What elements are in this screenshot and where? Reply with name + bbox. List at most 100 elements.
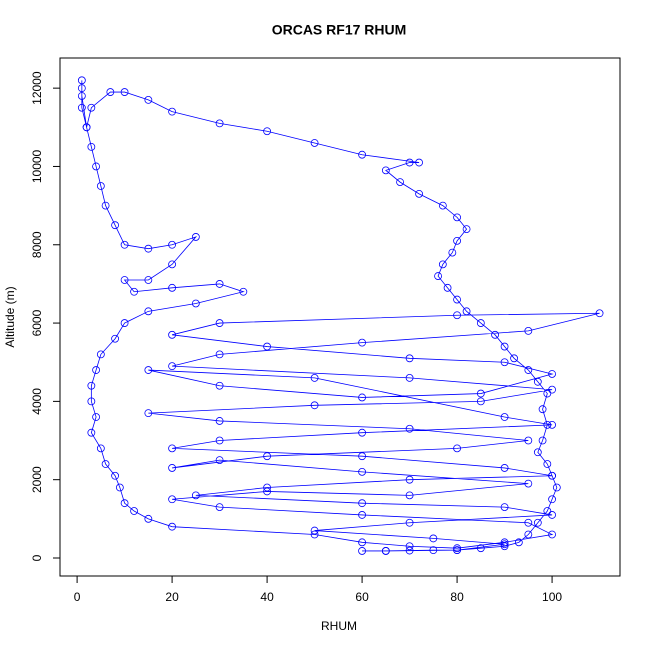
point	[548, 530, 556, 539]
point	[491, 330, 499, 339]
point	[168, 464, 176, 472]
point	[358, 511, 366, 519]
x-tick-label: 100	[542, 590, 562, 604]
plot-frame	[59, 57, 621, 577]
point	[263, 127, 271, 136]
point	[310, 401, 319, 410]
point	[111, 221, 119, 230]
point	[405, 424, 414, 433]
point	[87, 397, 96, 406]
point	[310, 530, 319, 539]
point	[434, 272, 442, 280]
point	[548, 471, 556, 480]
point	[215, 456, 224, 465]
point	[453, 213, 461, 222]
y-tick-label: 10000	[30, 149, 44, 183]
point	[168, 107, 176, 116]
point	[510, 354, 518, 363]
point	[533, 518, 542, 527]
point	[524, 479, 533, 488]
point	[77, 103, 86, 112]
point	[405, 546, 414, 555]
x-tick-label: 60	[355, 590, 369, 604]
point	[524, 518, 533, 527]
point	[130, 287, 138, 296]
point	[358, 547, 366, 555]
point	[476, 389, 485, 398]
chart-title: ORCAS RF17 RHUM	[272, 22, 407, 38]
point	[524, 436, 533, 445]
point	[120, 240, 129, 249]
point	[168, 495, 176, 504]
point	[548, 511, 556, 519]
point	[92, 162, 100, 171]
y-axis-label: Altitude (m)	[3, 286, 17, 347]
point	[168, 522, 176, 531]
point	[120, 319, 129, 327]
point	[310, 139, 319, 147]
point	[168, 362, 176, 371]
point	[130, 507, 138, 515]
point	[405, 542, 414, 551]
point	[429, 534, 438, 543]
x-tick-label: 0	[74, 590, 81, 604]
point	[453, 295, 461, 304]
point	[476, 397, 485, 406]
point	[106, 88, 115, 96]
point	[548, 370, 556, 378]
point	[358, 338, 366, 347]
point	[405, 354, 414, 363]
point	[443, 283, 452, 292]
point	[101, 460, 110, 468]
point	[120, 88, 129, 96]
point	[548, 495, 556, 504]
point	[405, 373, 414, 382]
point	[77, 84, 86, 93]
point	[144, 409, 153, 418]
point	[429, 546, 438, 555]
point	[215, 280, 224, 288]
point	[92, 413, 100, 421]
point	[453, 311, 461, 320]
point	[310, 526, 319, 535]
point	[396, 178, 404, 187]
point	[144, 95, 153, 104]
point	[448, 248, 457, 257]
point	[111, 471, 119, 480]
point	[263, 483, 271, 492]
point	[543, 389, 552, 398]
point	[87, 142, 96, 151]
point	[438, 201, 447, 210]
point	[476, 544, 485, 553]
x-axis-label: RHUM	[321, 619, 357, 633]
point	[144, 276, 153, 284]
point	[514, 538, 523, 547]
point	[524, 326, 533, 335]
point	[538, 405, 547, 414]
point	[168, 283, 176, 292]
point	[191, 491, 200, 500]
y-tick-label: 12000	[30, 71, 44, 105]
point	[215, 503, 224, 511]
point	[500, 358, 509, 367]
point	[438, 260, 447, 269]
point	[453, 444, 461, 453]
point	[115, 483, 124, 492]
x-tick-label: 40	[260, 590, 274, 604]
x-tick-label: 80	[450, 590, 464, 604]
point	[77, 76, 86, 85]
point	[358, 150, 366, 159]
y-tick-label: 2000	[30, 466, 44, 493]
point	[543, 507, 552, 515]
point	[524, 366, 533, 374]
point	[548, 420, 556, 429]
point	[524, 530, 533, 539]
point	[405, 518, 414, 527]
point	[82, 123, 91, 132]
point	[96, 350, 105, 359]
y-tick-label: 0	[30, 554, 44, 561]
point	[595, 309, 604, 318]
point	[548, 385, 556, 394]
point	[144, 244, 153, 253]
